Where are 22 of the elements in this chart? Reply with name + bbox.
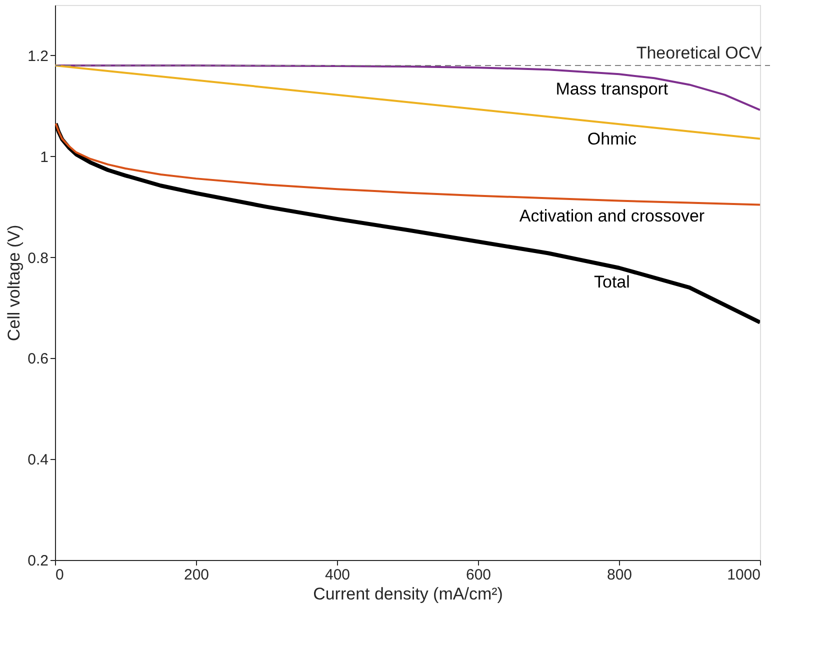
x-tick-label: 800 [606, 566, 632, 584]
series-label: Activation and crossover [519, 206, 705, 226]
series-label: Total [594, 272, 630, 292]
y-axis-title: Cell voltage (V) [4, 224, 24, 342]
x-tick-label: 600 [466, 566, 492, 584]
x-tick-label: 0 [56, 566, 64, 584]
ref-line-label: Theoretical OCV [636, 44, 763, 63]
series-label: Mass transport [556, 80, 668, 99]
x-tick-label: 200 [184, 566, 210, 584]
y-tick-label: 0.2 [28, 552, 48, 570]
x-axis-title: Current density (mA/cm²) [313, 584, 503, 604]
y-tick-label: 1.2 [28, 48, 48, 65]
line-series [55, 122, 760, 324]
x-tick-label: 1000 [727, 566, 760, 584]
y-tick-label: 1 [40, 148, 48, 166]
y-tick-label: 0.8 [28, 250, 48, 267]
x-tick-label: 400 [324, 566, 350, 584]
line-series [55, 64, 760, 111]
y-tick-label: 0.4 [28, 452, 48, 469]
series-label: Ohmic [587, 129, 638, 148]
line-series [55, 122, 760, 206]
y-tick-label: 0.6 [28, 350, 48, 368]
